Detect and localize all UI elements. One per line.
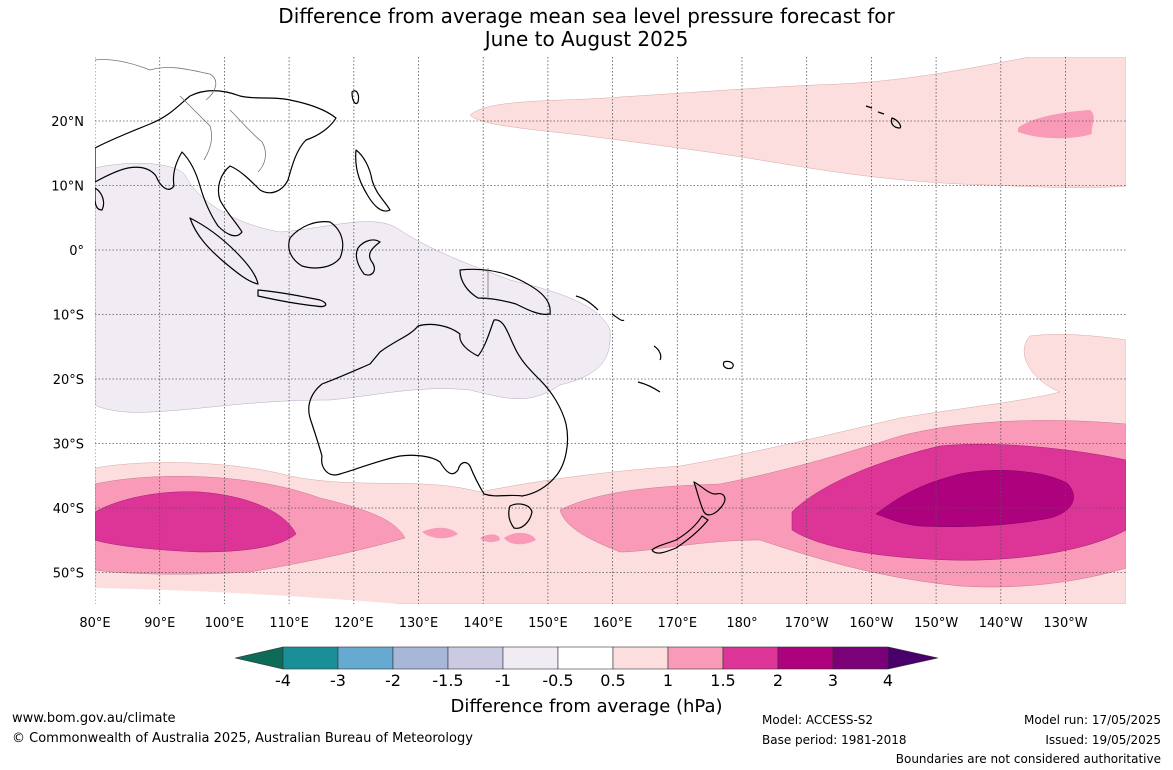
hawaii-outline xyxy=(890,117,902,129)
coastlines xyxy=(95,90,902,554)
colorbar-tick-label: 0.5 xyxy=(600,671,625,690)
southern-band-edge xyxy=(95,588,400,604)
colorbar-swatch xyxy=(612,646,669,670)
lon-label: 160°W xyxy=(849,616,893,631)
sulawesi-outline xyxy=(355,239,381,276)
lat-label: 0° xyxy=(69,244,84,259)
colorbar-tick-label: -4 xyxy=(275,671,291,690)
lat-label: 10°S xyxy=(53,309,84,324)
colorbar-swatch xyxy=(557,646,614,670)
colorbar-swatch xyxy=(447,646,504,670)
lon-label: 150°E xyxy=(528,616,568,631)
colorbar-tick-label: -3 xyxy=(330,671,346,690)
colorbar-tick-label: -0.5 xyxy=(542,671,573,690)
colorbar-swatch xyxy=(667,646,724,670)
borneo-outline xyxy=(288,221,344,269)
lon-label: 100°E xyxy=(205,616,245,631)
issued-date: Issued: 19/05/2025 xyxy=(1045,733,1161,747)
colorbar-tick-label: 4 xyxy=(883,671,893,690)
lon-label: 170°W xyxy=(785,616,829,631)
sumatra-outline xyxy=(189,217,259,285)
lon-label: 110°E xyxy=(269,616,309,631)
colorbar: -4 -3 -2 -1.5 -1 -0.5 0.5 1 1.5 2 3 4 xyxy=(234,646,939,690)
new-zealand-north-island xyxy=(693,481,726,516)
pacific-island-arcs xyxy=(575,295,662,393)
lon-label: 140°E xyxy=(463,616,503,631)
tasmania-outline xyxy=(508,503,533,529)
colorbar-title: Difference from average (hPa) xyxy=(450,696,723,717)
lon-label: 90°E xyxy=(144,616,175,631)
map-field xyxy=(95,57,1126,604)
boundaries-disclaimer: Boundaries are not considered authoritat… xyxy=(895,752,1161,766)
colorbar-tick-label: 1.5 xyxy=(710,671,735,690)
colorbar-tick-label: 1 xyxy=(663,671,673,690)
lon-label: 120°E xyxy=(334,616,374,631)
anomaly-blob-small-3 xyxy=(504,532,536,545)
bom-url: www.bom.gov.au/climate xyxy=(12,711,176,726)
anomaly-blob-small-1 xyxy=(422,527,458,539)
lat-label: 20°S xyxy=(53,373,84,388)
colorbar-tick-label: -2 xyxy=(385,671,401,690)
model-name: Model: ACCESS-S2 xyxy=(762,713,874,727)
longitude-labels: 80°E 90°E 100°E 110°E 120°E 130°E 140°E 150°E 16… xyxy=(79,616,1087,631)
colorbar-tick-label: 2 xyxy=(773,671,783,690)
lat-label: 40°S xyxy=(53,502,84,517)
java-outline xyxy=(257,289,327,308)
country-borders xyxy=(95,59,489,300)
lon-label: 130°E xyxy=(399,616,439,631)
colorbar-swatch xyxy=(777,646,834,670)
model-run-date: Model run: 17/05/2025 xyxy=(1023,713,1161,727)
map-title-line2: June to August 2025 xyxy=(484,27,689,51)
base-period: Base period: 1981-2018 xyxy=(762,733,907,747)
new-zealand-south-island xyxy=(651,515,709,554)
positive-anomaly-1.5-2 xyxy=(95,443,1126,561)
lon-label: 130°W xyxy=(1043,616,1087,631)
copyright-text: © Commonwealth of Australia 2025, Austra… xyxy=(12,731,473,746)
map-title-line1: Difference from average mean sea level p… xyxy=(278,4,895,28)
colorbar-swatch xyxy=(392,646,449,670)
lon-label: 180° xyxy=(726,616,757,631)
sri-lanka-outline xyxy=(95,187,105,211)
lon-label: 80°E xyxy=(79,616,110,631)
hawaii-islands xyxy=(865,105,885,115)
lon-label: 140°W xyxy=(979,616,1023,631)
lon-label: 170°E xyxy=(658,616,698,631)
anomaly-blob-small-2 xyxy=(480,534,500,543)
latitude-labels: 20°N 10°N 0° 10°S 20°S 30°S 40°S 50°S xyxy=(51,115,84,582)
colorbar-extend-max xyxy=(887,646,939,670)
graticule xyxy=(95,57,1126,604)
asia-mainland-outline xyxy=(95,90,337,237)
colorbar-swatch xyxy=(337,646,394,670)
lat-label: 20°N xyxy=(51,115,84,130)
colorbar-tick-label: -1 xyxy=(495,671,511,690)
new-guinea-outline xyxy=(459,268,551,315)
colorbar-tick-label: 3 xyxy=(828,671,838,690)
colorbar-swatch xyxy=(282,646,339,670)
lat-label: 10°N xyxy=(51,180,84,195)
positive-anomaly-2-3 xyxy=(875,470,1074,527)
positive-anomaly-north-pacific-core xyxy=(1018,110,1094,139)
fiji-outline xyxy=(722,360,734,370)
lon-label: 160°E xyxy=(593,616,633,631)
colorbar-extend-min xyxy=(234,646,284,670)
lon-label: 150°W xyxy=(914,616,958,631)
colorbar-swatch xyxy=(502,646,559,670)
taiwan-outline xyxy=(351,90,360,105)
lat-label: 50°S xyxy=(53,567,84,582)
lat-label: 30°S xyxy=(53,438,84,453)
philippines-outline xyxy=(355,149,391,212)
colorbar-swatch xyxy=(832,646,889,670)
colorbar-tick-label: -1.5 xyxy=(432,671,463,690)
australia-outline xyxy=(308,319,569,497)
positive-anomaly-north-pacific xyxy=(469,57,1126,188)
colorbar-swatch xyxy=(722,646,779,670)
